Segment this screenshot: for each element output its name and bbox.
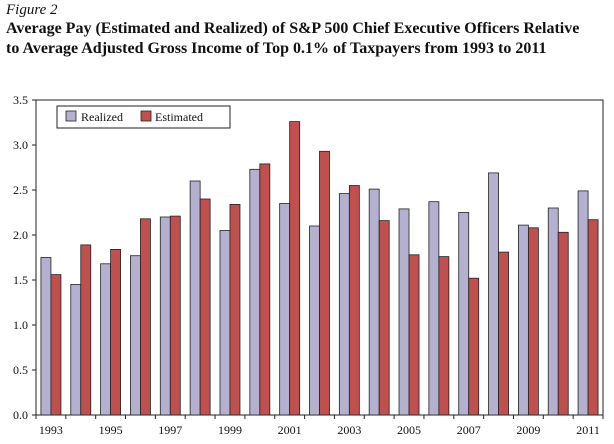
x-tick-label: 2005 bbox=[397, 423, 421, 437]
y-tick-label: 2.5 bbox=[13, 183, 28, 197]
bar-estimated-2010 bbox=[557, 231, 569, 416]
figure-label: Figure 2 bbox=[6, 2, 58, 18]
x-tick-label: 2003 bbox=[337, 423, 361, 437]
legend-label-realized: Realized bbox=[81, 110, 123, 124]
bar-realized-2005 bbox=[398, 208, 410, 416]
x-tick-label: 2007 bbox=[457, 423, 481, 437]
bar-estimated-1993 bbox=[50, 274, 62, 416]
bar-realized-2011 bbox=[577, 190, 589, 416]
bar-realized-2001 bbox=[279, 203, 291, 416]
bar-realized-1998 bbox=[189, 180, 201, 416]
y-tick-label: 2.0 bbox=[13, 228, 28, 242]
y-tick-label: 0.5 bbox=[13, 363, 28, 377]
bar-estimated-2009 bbox=[527, 227, 539, 416]
bar-realized-2009 bbox=[517, 224, 529, 416]
chart-title-line-2: to Average Adjusted Gross Income of Top … bbox=[6, 40, 547, 57]
bar-estimated-1996 bbox=[140, 218, 151, 416]
y-tick-label: 3.5 bbox=[13, 93, 28, 107]
bar-realized-2003 bbox=[338, 193, 350, 416]
bar-estimated-2008 bbox=[498, 251, 509, 416]
bar-estimated-1998 bbox=[199, 198, 211, 416]
bar-realized-2006 bbox=[428, 201, 440, 416]
x-tick-label: 2001 bbox=[278, 423, 302, 437]
bar-estimated-2011 bbox=[587, 219, 599, 416]
legend-swatch-estimated bbox=[140, 110, 152, 122]
x-tick-label: 1993 bbox=[39, 423, 63, 437]
bar-estimated-1995 bbox=[110, 248, 122, 416]
bar-realized-2004 bbox=[368, 188, 380, 416]
y-tick-label: 3.0 bbox=[13, 138, 28, 152]
x-tick-label: 2011 bbox=[576, 423, 600, 437]
bar-realized-2000 bbox=[249, 168, 261, 416]
legend: Realized Estimated bbox=[56, 105, 231, 129]
y-tick-label: 1.0 bbox=[13, 318, 28, 332]
bar-realized-2010 bbox=[547, 207, 559, 416]
bar-estimated-2005 bbox=[408, 254, 420, 416]
chart-title: Average Pay (Estimated and Realized) of … bbox=[6, 19, 610, 59]
x-tick-label: 2009 bbox=[516, 423, 540, 437]
bar-realized-1995 bbox=[100, 263, 112, 416]
bar-realized-2007 bbox=[458, 212, 470, 416]
legend-label-estimated: Estimated bbox=[155, 110, 203, 124]
bar-realized-2002 bbox=[309, 225, 320, 416]
bar-estimated-1999 bbox=[229, 203, 241, 416]
bar-realized-1993 bbox=[40, 257, 52, 416]
bar-estimated-2003 bbox=[348, 185, 360, 416]
bar-estimated-2000 bbox=[259, 163, 271, 416]
bar-realized-1994 bbox=[70, 284, 82, 416]
bar-estimated-2001 bbox=[289, 121, 301, 416]
bar-estimated-2004 bbox=[378, 220, 390, 416]
bar-estimated-2002 bbox=[319, 150, 330, 416]
x-tick-label: 1995 bbox=[99, 423, 123, 437]
bar-realized-1999 bbox=[219, 230, 231, 416]
y-tick-label: 0.0 bbox=[13, 408, 28, 422]
legend-swatch-realized bbox=[65, 110, 77, 122]
x-tick-label: 1997 bbox=[158, 423, 182, 437]
bar-realized-1996 bbox=[130, 255, 141, 416]
y-tick-label: 1.5 bbox=[13, 273, 28, 287]
bar-estimated-2007 bbox=[468, 277, 480, 416]
bar-realized-2008 bbox=[488, 172, 499, 416]
bar-estimated-1994 bbox=[80, 244, 92, 416]
bar-estimated-1997 bbox=[169, 215, 181, 416]
bar-estimated-2006 bbox=[438, 256, 450, 416]
bar-realized-1997 bbox=[159, 216, 171, 416]
x-tick-label: 1999 bbox=[218, 423, 242, 437]
chart-title-line-1: Average Pay (Estimated and Realized) of … bbox=[6, 20, 580, 37]
